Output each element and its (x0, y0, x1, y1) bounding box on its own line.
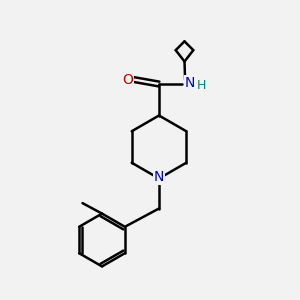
Text: N: N (154, 170, 164, 184)
Text: N: N (185, 76, 196, 89)
Text: O: O (122, 73, 133, 86)
Text: H: H (197, 79, 206, 92)
